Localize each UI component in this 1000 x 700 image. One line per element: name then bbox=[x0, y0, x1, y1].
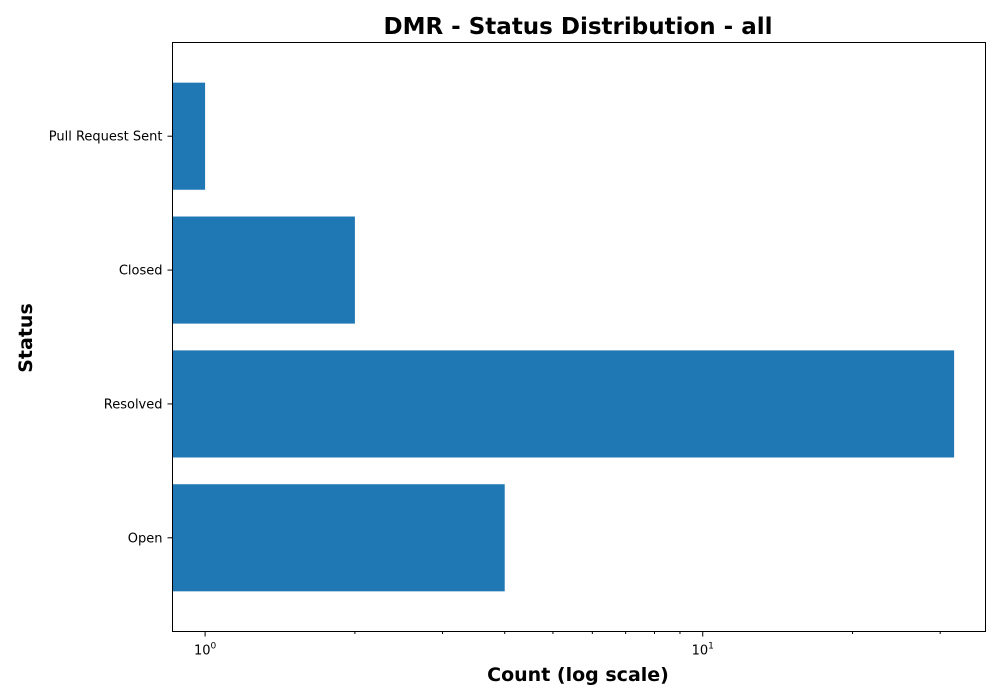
y-tick-label: Open bbox=[128, 531, 163, 546]
x-axis-ticks: 100 101 bbox=[194, 631, 941, 659]
x-tick-label: 101 bbox=[692, 642, 714, 659]
x-axis-label: Count (log scale) bbox=[487, 664, 669, 686]
y-axis-label: Status bbox=[15, 303, 37, 373]
bar-open bbox=[172, 484, 505, 592]
plot-frame bbox=[172, 42, 986, 632]
bar-resolved bbox=[172, 350, 955, 458]
bar-pull-request-sent bbox=[172, 82, 206, 190]
y-axis-ticks: Open Resolved Closed Pull Request Sent bbox=[49, 130, 173, 546]
bar-closed bbox=[172, 216, 355, 324]
y-tick-label: Resolved bbox=[104, 397, 163, 412]
y-tick-label: Pull Request Sent bbox=[49, 130, 163, 145]
bars-group bbox=[172, 82, 955, 592]
y-tick-label: Closed bbox=[119, 264, 163, 279]
x-tick-label: 100 bbox=[194, 642, 217, 659]
chart-title: DMR - Status Distribution - all bbox=[383, 14, 772, 40]
